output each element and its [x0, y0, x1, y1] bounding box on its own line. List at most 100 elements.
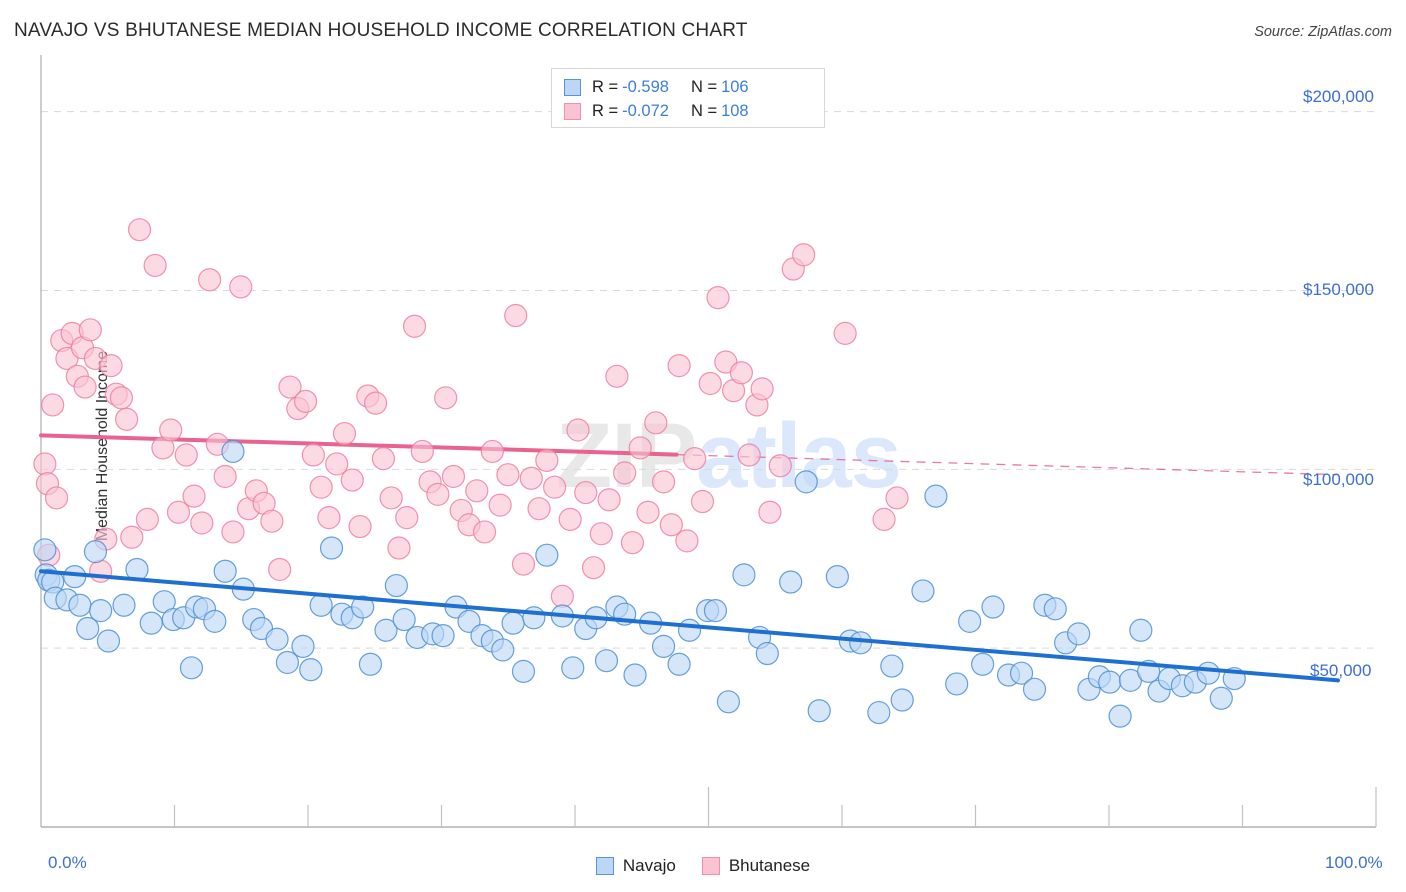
- series-legend-label-navajo: Navajo: [622, 856, 676, 875]
- data-point: [340, 468, 364, 492]
- data-point: [213, 464, 237, 489]
- data-point: [317, 506, 341, 530]
- data-point: [213, 559, 237, 583]
- data-point: [594, 649, 619, 673]
- data-point: [182, 484, 206, 508]
- source-label: Source: ZipAtlas.com: [1254, 24, 1392, 40]
- data-point: [431, 624, 455, 648]
- data-point: [491, 638, 515, 662]
- data-point: [522, 606, 546, 630]
- data-point: [779, 570, 803, 594]
- data-point: [33, 538, 57, 562]
- data-point: [496, 463, 520, 487]
- data-point: [139, 611, 163, 635]
- y-tick-label-50000: $50,000: [1310, 661, 1372, 680]
- data-point: [792, 243, 816, 267]
- trendline-extension-bhutanese: [676, 453, 1339, 476]
- data-point: [351, 595, 375, 619]
- data-point: [1129, 618, 1153, 642]
- data-point: [703, 599, 728, 623]
- data-point: [535, 543, 559, 567]
- data-point: [371, 447, 396, 471]
- data-point: [402, 314, 427, 338]
- data-point: [395, 506, 419, 530]
- data-point: [758, 500, 782, 524]
- legend-swatch-navajo: [564, 78, 581, 96]
- data-point: [465, 479, 489, 503]
- data-point: [971, 652, 995, 676]
- data-point: [833, 321, 857, 346]
- data-point: [1009, 661, 1034, 685]
- series-navajo: [33, 439, 1246, 728]
- data-point: [332, 421, 357, 446]
- data-point: [109, 386, 134, 410]
- series-legend-item-navajo[interactable]: Navajo: [595, 856, 676, 876]
- data-point: [755, 641, 779, 666]
- data-point: [1196, 661, 1220, 685]
- data-point: [190, 511, 214, 535]
- data-point: [426, 482, 450, 506]
- data-point: [41, 393, 65, 417]
- data-point: [807, 699, 831, 723]
- data-point: [675, 529, 699, 553]
- data-point: [623, 663, 647, 687]
- data-point: [597, 488, 621, 512]
- data-point: [309, 593, 333, 617]
- data-point: [480, 439, 504, 464]
- data-point: [527, 497, 551, 521]
- data-point: [1209, 686, 1233, 710]
- data-point: [620, 531, 645, 555]
- data-point: [114, 407, 139, 431]
- data-point: [750, 377, 774, 401]
- x-tick-label-min: 0.0%: [48, 853, 87, 872]
- data-point: [504, 303, 528, 328]
- data-point: [924, 484, 948, 508]
- data-point: [867, 700, 891, 725]
- data-point: [179, 656, 204, 680]
- legend-swatch-bhutanese: [564, 102, 581, 120]
- data-point: [628, 436, 652, 460]
- data-point: [410, 439, 434, 464]
- data-point: [364, 391, 388, 415]
- data-point: [78, 318, 102, 342]
- trendline-bhutanese: [39, 433, 679, 457]
- data-point: [958, 609, 982, 633]
- data-point: [159, 418, 183, 442]
- data-point: [501, 611, 525, 635]
- data-point: [319, 536, 344, 560]
- data-point: [737, 443, 761, 467]
- data-point: [293, 389, 318, 413]
- data-point: [651, 634, 676, 658]
- data-point: [732, 563, 756, 587]
- data-point: [613, 461, 637, 485]
- y-tick-label-200000: $200,000: [1303, 87, 1374, 106]
- data-point: [384, 573, 408, 598]
- data-point: [890, 688, 914, 712]
- data-point: [683, 447, 707, 471]
- data-point: [911, 579, 935, 603]
- data-point: [221, 439, 245, 464]
- data-point: [198, 268, 222, 292]
- data-point: [1108, 704, 1132, 728]
- data-point: [651, 470, 676, 494]
- data-point: [89, 599, 113, 623]
- r-label-navajo: R =: [592, 77, 619, 96]
- data-point: [358, 652, 383, 676]
- data-point: [667, 354, 691, 378]
- data-point: [291, 634, 315, 658]
- data-point: [96, 629, 121, 653]
- data-point: [574, 480, 598, 505]
- data-point: [511, 552, 536, 576]
- data-point: [392, 607, 416, 632]
- series-legend: Navajo Bhutanese: [0, 856, 1406, 876]
- data-point: [309, 475, 333, 499]
- data-point: [299, 658, 323, 682]
- data-point: [203, 609, 227, 633]
- series-legend-item-bhutanese[interactable]: Bhutanese: [701, 856, 810, 876]
- data-point: [387, 536, 411, 560]
- data-point: [659, 513, 683, 537]
- data-point: [825, 565, 849, 589]
- data-point: [99, 354, 123, 378]
- data-point: [472, 520, 497, 544]
